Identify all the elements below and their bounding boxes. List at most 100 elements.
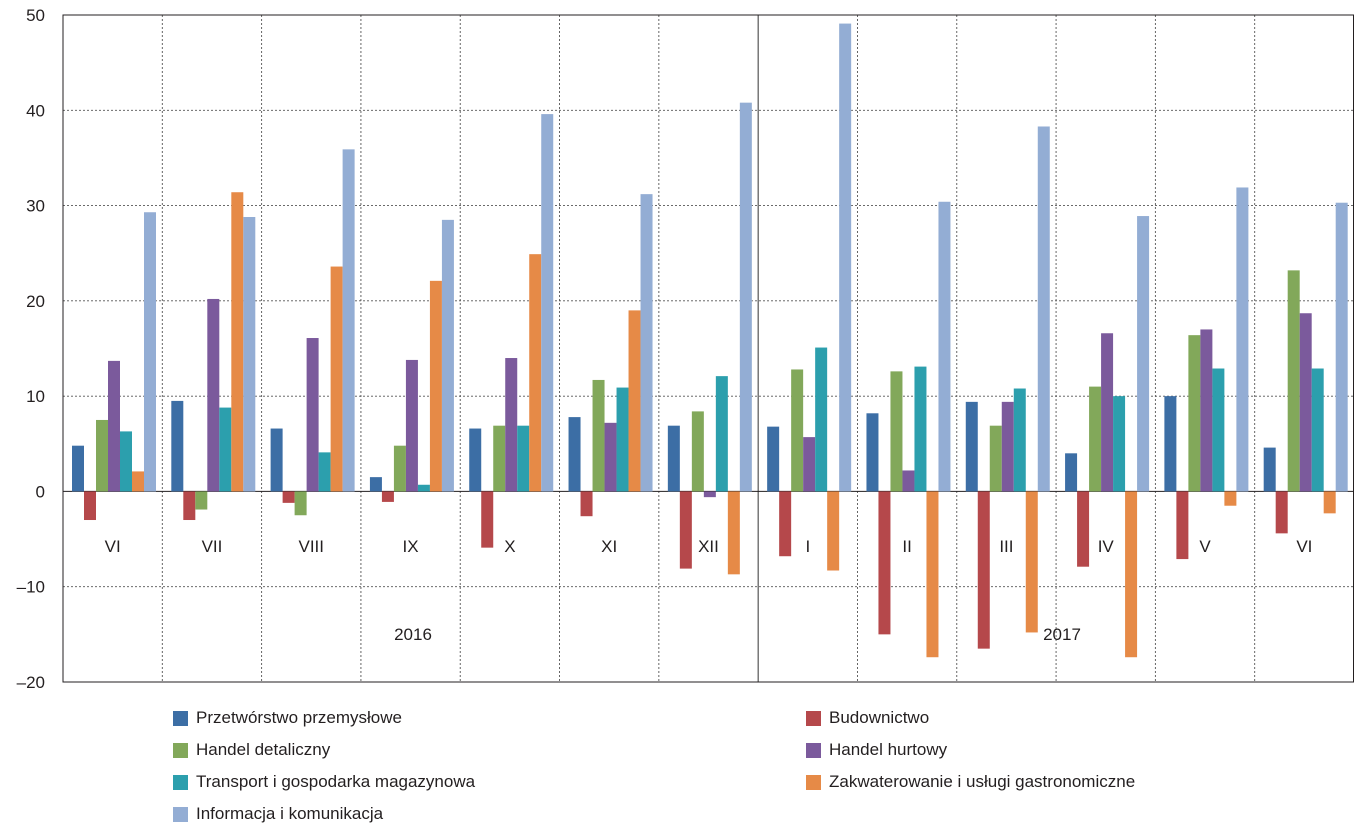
x-tick-label: I [805,537,810,556]
year-label: 2017 [1043,625,1081,644]
x-tick-label: XI [601,537,617,556]
bar [1224,491,1237,506]
x-tick-label: VI [1296,537,1312,556]
bar [529,254,542,492]
bar [417,484,430,492]
bar [1188,335,1201,492]
bar [294,491,307,516]
bar [926,491,939,658]
bar [282,491,295,503]
bar [640,194,653,492]
x-tick-label: IX [403,537,419,556]
y-tick-label: –10 [17,578,45,597]
y-tick-label: 30 [26,197,45,216]
bar [667,425,680,492]
bar [616,387,629,492]
bar [989,425,1002,492]
bar [306,338,319,492]
bar [243,217,256,492]
x-tick-label: X [504,537,515,556]
bar [72,445,84,492]
x-tick-label: V [1199,537,1211,556]
bar [878,491,891,635]
bar [890,371,903,492]
bar [207,298,220,492]
bar [393,445,406,492]
bar [568,417,581,492]
bar [195,491,208,510]
bar [977,491,990,649]
bar [469,428,482,492]
bar [914,366,927,492]
bar [120,431,132,492]
bar [108,360,120,492]
x-tick-label: VI [105,537,121,556]
bar [1311,368,1324,492]
y-tick-label: 40 [26,101,45,120]
bar [1323,491,1336,514]
x-tick-label: III [999,537,1013,556]
bar [481,491,494,548]
bar [318,452,331,492]
bar [1164,396,1177,492]
bar [938,201,951,492]
bar [219,407,232,492]
bar [739,102,752,492]
bar [231,192,244,492]
bar [1013,388,1026,492]
bar [779,491,792,557]
bar [839,23,852,492]
bar [144,212,156,492]
bar [592,379,605,492]
bar [429,280,442,492]
bar [171,400,184,492]
bar [541,114,554,492]
bar [580,491,593,517]
bar [866,413,879,492]
x-tick-label: VII [202,537,223,556]
bars-layer [72,23,1348,658]
bar [727,491,740,575]
bar [679,491,692,569]
y-tick-label: 10 [26,387,45,406]
bar [1176,491,1189,560]
bar [1077,491,1090,567]
bar [1137,216,1150,492]
bar [1200,329,1213,492]
bar [369,477,382,492]
bar [1089,386,1102,492]
y-tick-label: –20 [17,673,45,692]
bar [1025,491,1038,633]
x-tick-label: XII [698,537,719,556]
bar [1212,368,1225,492]
bar [1037,126,1050,492]
bar [767,426,780,492]
bar [96,419,108,492]
bar [815,347,828,492]
bar [902,470,915,492]
bar [183,491,196,521]
bar [381,491,394,502]
bar [1113,396,1126,492]
bar [1299,313,1312,492]
bar [441,219,454,492]
bar [1001,401,1014,492]
bar [965,401,978,492]
bar [791,369,804,492]
bar [1335,202,1348,492]
bar [342,149,355,492]
bar [1287,270,1300,492]
bar [827,491,840,571]
bar [493,425,506,492]
y-tick-label: 20 [26,292,45,311]
plot-frame [62,14,1354,683]
x-tick-label: IV [1098,537,1115,556]
bar [132,471,144,492]
bar [715,376,728,492]
bar [703,491,716,498]
y-tick-label: 50 [26,6,45,25]
bar [330,266,343,492]
bar [1275,491,1288,534]
